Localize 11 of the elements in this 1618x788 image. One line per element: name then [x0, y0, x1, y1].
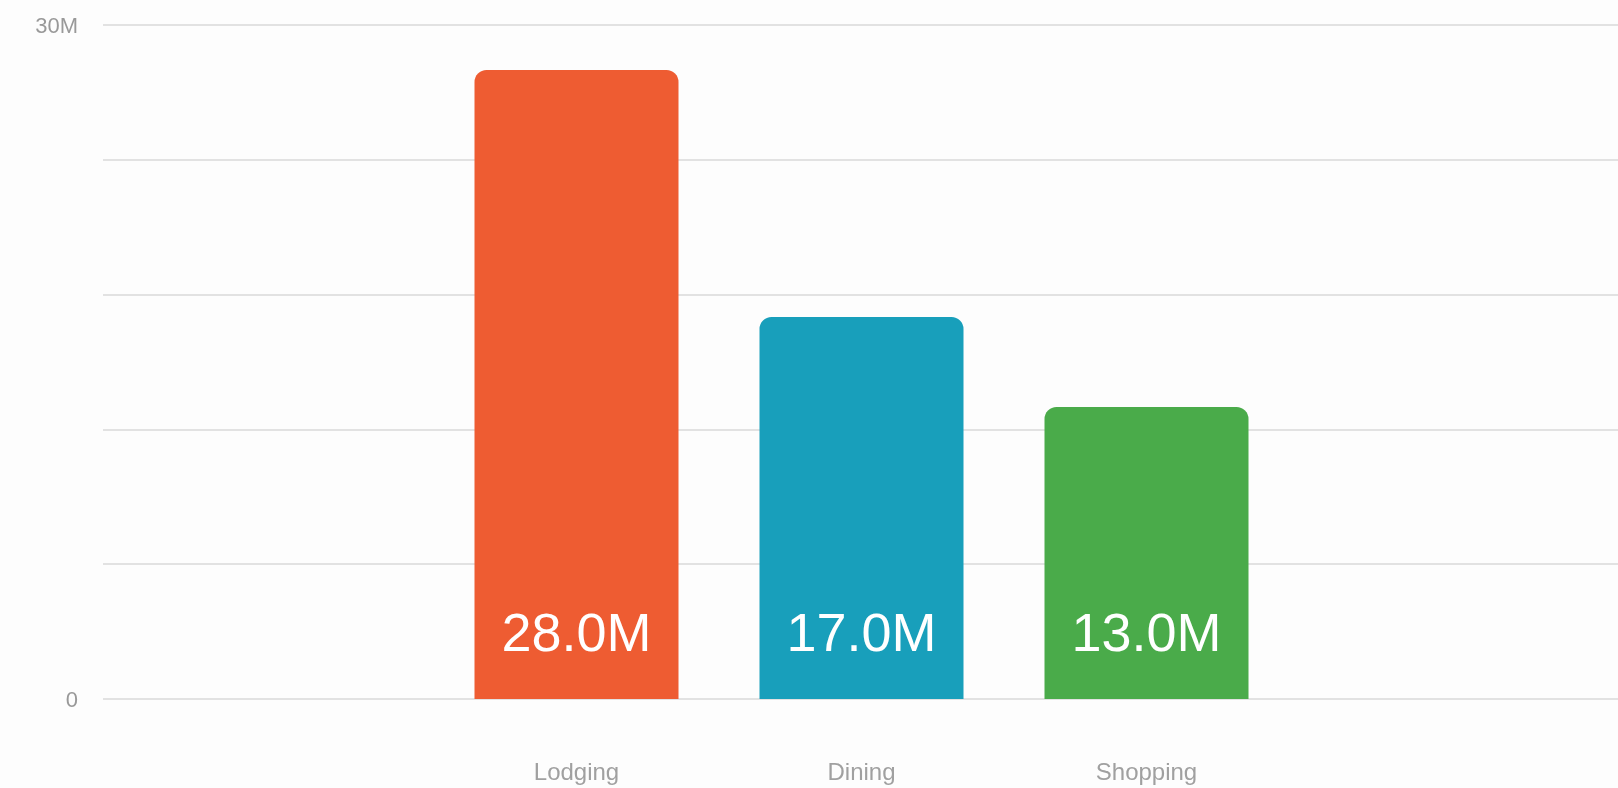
x-tick-label: Shopping: [1095, 757, 1198, 785]
data-label: 28.0M: [501, 602, 652, 662]
y-tick-label: 0: [65, 686, 78, 712]
bar: [1044, 406, 1249, 699]
data-label: 13.0M: [1071, 602, 1222, 662]
bar: [474, 69, 679, 699]
x-tick-label: Lodging: [533, 757, 620, 785]
y-tick-label: 30M: [35, 12, 78, 38]
bar: [759, 317, 964, 699]
x-tick-label: Dining: [827, 757, 896, 785]
data-label: 17.0M: [786, 602, 937, 662]
